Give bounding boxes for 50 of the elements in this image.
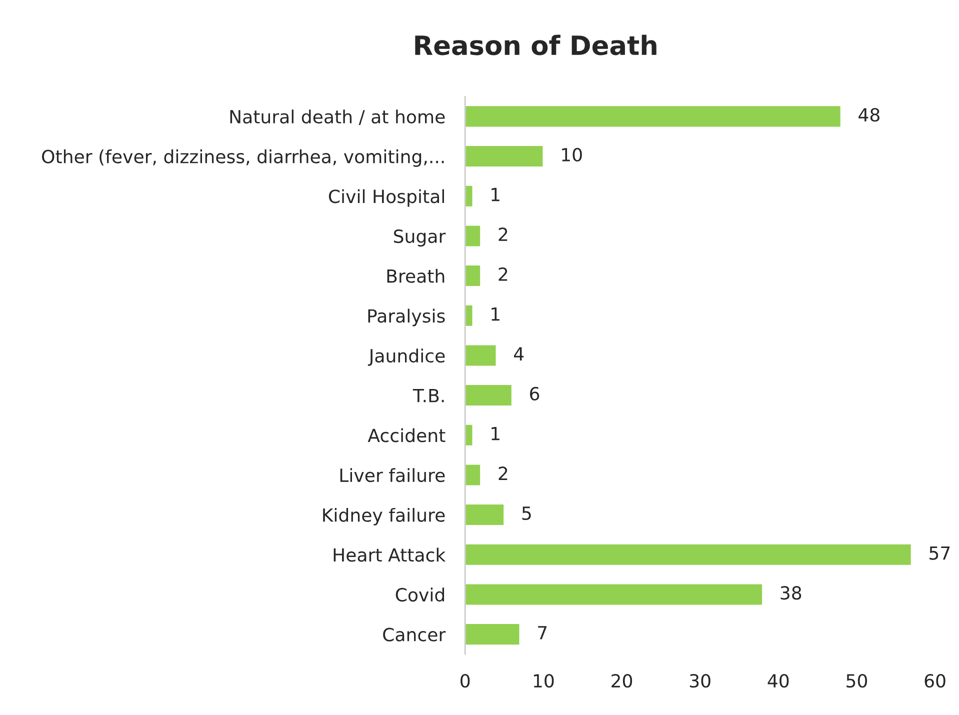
x-tick-label: 50 [846, 674, 867, 688]
chart-title: Reason of Death [415, 34, 656, 56]
bar [465, 582, 764, 606]
data-label: 2 [498, 267, 508, 281]
bar [465, 344, 498, 368]
bar [465, 144, 544, 168]
data-label: 57 [930, 546, 950, 560]
bar [465, 384, 513, 407]
x-tick-label: 20 [612, 674, 632, 688]
y-tick-label: Sugar [394, 229, 446, 247]
data-label: 48 [858, 108, 880, 122]
data-label: 2 [498, 228, 508, 241]
data-label: 10 [562, 148, 582, 162]
data-label: 7 [538, 626, 547, 640]
y-tick-label: Heart Attack [334, 548, 446, 562]
bar [465, 264, 482, 288]
x-tick-label: 10 [534, 674, 554, 688]
data-label: 38 [780, 586, 802, 600]
y-tick-label: T.B. [412, 388, 444, 402]
y-tick-label: Kidney failure [323, 508, 445, 526]
x-tick-label: 60 [924, 674, 946, 688]
bar [465, 542, 912, 566]
data-label: 5 [522, 506, 531, 520]
data-label: 1 [492, 307, 500, 321]
data-label: 6 [530, 386, 540, 401]
y-tick-label: Covid [396, 588, 444, 602]
bar [465, 503, 505, 526]
bar [465, 423, 474, 447]
y-tick-label: Breath [387, 268, 444, 283]
x-tick-label: 0 [460, 674, 470, 688]
y-tick-label: Civil Hospital [328, 189, 444, 207]
y-tick-label: Natural death / at home [230, 110, 445, 125]
y-tick-label: Other (fever, dizziness, diarrhea, vomiting,... [42, 149, 444, 167]
data-label: 1 [492, 188, 500, 202]
bar [465, 304, 474, 328]
x-tick-label: 40 [768, 674, 789, 688]
y-tick-label: Paralysis [368, 308, 445, 326]
data-label: 1 [492, 426, 500, 440]
bar [465, 463, 482, 487]
y-tick-label: Accident [368, 428, 446, 442]
bar [465, 224, 482, 248]
bar [465, 184, 474, 208]
x-tick-label: 30 [690, 674, 710, 688]
data-label: 2 [498, 466, 508, 480]
y-tick-label: Cancer [383, 628, 446, 642]
y-tick-label: Jaundice [368, 348, 445, 366]
bar [465, 104, 842, 128]
data-label: 4 [514, 347, 524, 360]
y-tick-label: Liver failure [340, 468, 445, 482]
bar [465, 622, 521, 646]
